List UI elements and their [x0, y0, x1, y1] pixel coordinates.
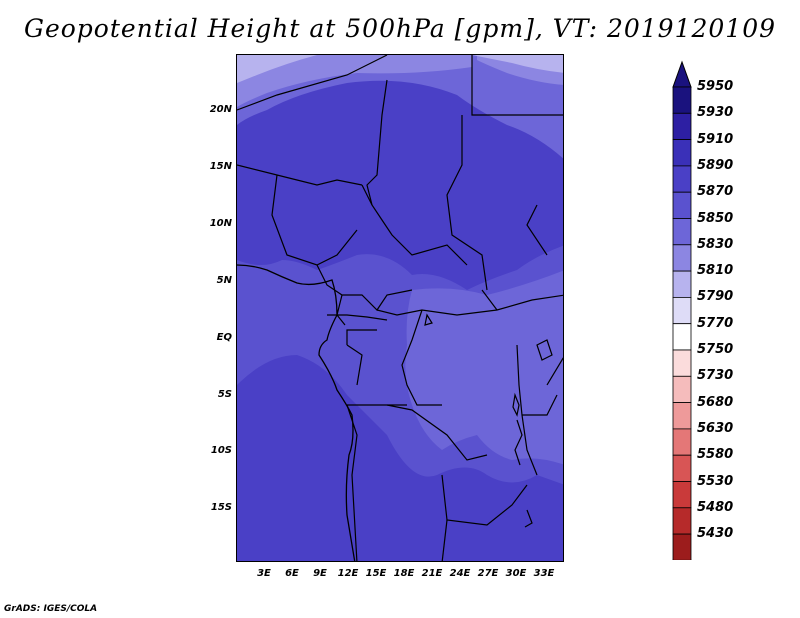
colorbar-box [672, 244, 692, 272]
colorbar-box [672, 533, 692, 560]
lat-label: 5S [217, 389, 232, 400]
colorbar-box [672, 191, 692, 219]
lat-label: EQ [216, 332, 232, 343]
colorbar-box [672, 349, 692, 377]
colorbar-box [672, 402, 692, 430]
lon-label: 18E [393, 568, 415, 579]
colorbar-box [672, 454, 692, 482]
lon-label: 9E [313, 568, 327, 579]
colorbar-tick-label: 5890 [697, 157, 734, 173]
colorbar-box [672, 165, 692, 193]
colorbar-tick-label: 5930 [697, 105, 734, 121]
colorbar-tick-label: 5630 [697, 420, 734, 436]
map-title: Geopotential Height at 500hPa [gpm], VT:… [23, 14, 777, 43]
colorbar-tick-label: 5580 [697, 447, 734, 463]
contour-5850-north [237, 55, 563, 159]
lon-label: 33E [533, 568, 555, 579]
coastline [237, 264, 356, 561]
colorbar-box [672, 296, 692, 325]
contour-5810-ne [472, 55, 563, 73]
lakes [424, 313, 553, 528]
lon-label: 12E [337, 568, 359, 579]
lat-label: 20N [209, 104, 232, 115]
colorbar-box [672, 375, 692, 403]
contour-5810-nw [237, 55, 317, 83]
colorbar-box [672, 428, 692, 456]
colorbar-tick-label: 5850 [697, 210, 734, 226]
lon-label: 15E [365, 568, 387, 579]
lon-label: 27E [477, 568, 499, 579]
colorbar-tick-label: 5680 [697, 394, 734, 410]
colorbar-tick-label: 5480 [697, 499, 734, 515]
contour-5890-south [237, 355, 563, 561]
lon-label: 3E [257, 568, 271, 579]
colorbar-box [672, 218, 692, 246]
lat-label: 15S [210, 502, 232, 513]
lat-label: 5N [216, 275, 232, 286]
lon-label: 24E [449, 568, 471, 579]
credit-text: GrADS: IGES/COLA [4, 604, 98, 614]
colorbar-tick-label: 5770 [697, 315, 734, 331]
geopotential-field [237, 55, 563, 561]
contour-5830-north [237, 55, 472, 107]
colorbar-tick-label: 5910 [697, 131, 734, 147]
lat-label: 15N [209, 161, 232, 172]
colorbar-tick-label: 5950 [697, 79, 734, 94]
lon-label: 6E [285, 568, 299, 579]
lat-label: 10N [209, 218, 232, 229]
map-panel [236, 54, 564, 562]
colorbar-box [672, 507, 692, 535]
colorbar-box [672, 323, 692, 351]
colorbar-box [672, 86, 692, 114]
colorbar-tick-label: 5790 [697, 289, 734, 305]
colorbar-tick-label: 5830 [697, 236, 734, 252]
contour-5890-north [237, 79, 563, 290]
contour-5850-central [405, 270, 563, 465]
lon-label: 21E [421, 568, 443, 579]
colorbar-tick-label: 5810 [697, 263, 734, 279]
colorbar-arrow-top [672, 60, 692, 88]
colorbar-tick-label: 5730 [697, 368, 734, 384]
colorbar-box [672, 270, 692, 298]
colorbar-box [672, 481, 692, 509]
lat-label: 10S [210, 445, 232, 456]
colorbar-tick-label: 5750 [697, 342, 734, 357]
colorbar-box [672, 139, 692, 167]
lon-label: 30E [505, 568, 527, 579]
colorbar-tick-label: 5430 [697, 526, 734, 542]
colorbar [672, 60, 692, 560]
colorbar-box [672, 112, 692, 140]
country-borders [237, 55, 563, 561]
colorbar-tick-label: 5870 [697, 184, 734, 200]
colorbar-tick-label: 5530 [697, 473, 734, 489]
